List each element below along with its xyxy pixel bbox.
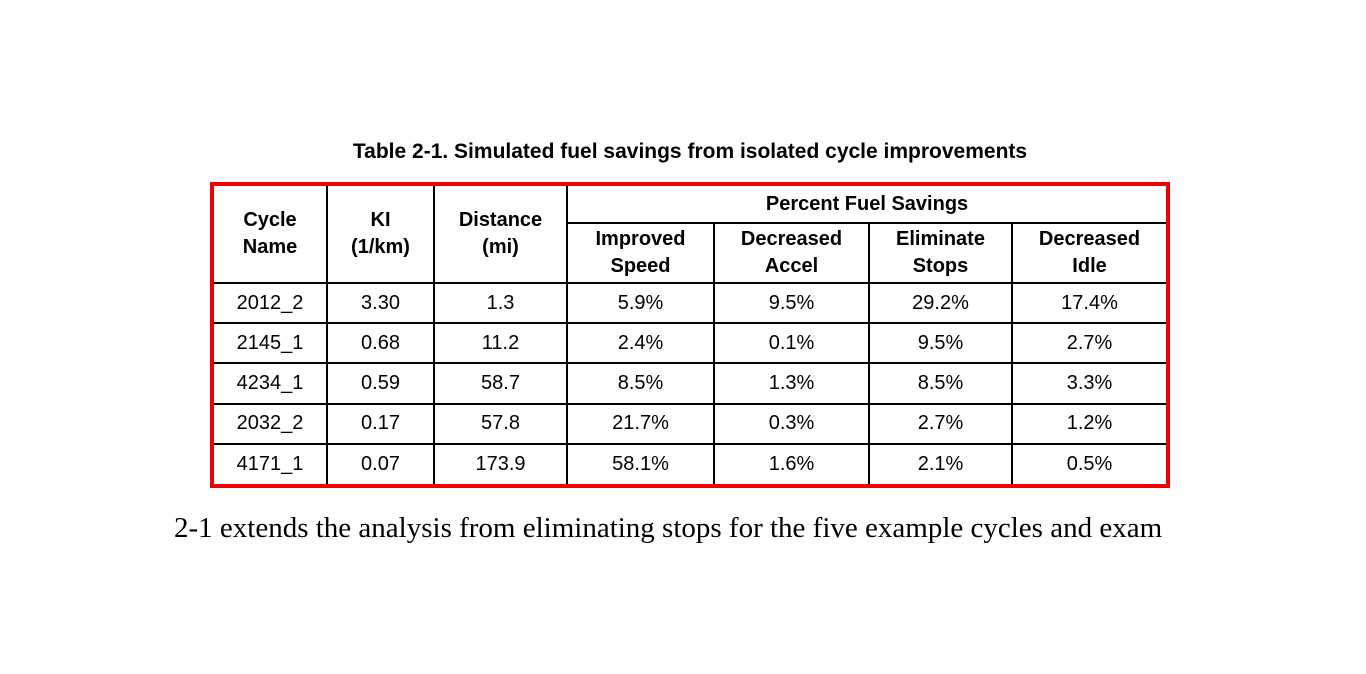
cell-ki: 3.30	[326, 281, 435, 325]
col-header-line: Speed	[610, 255, 671, 277]
cell-improved-speed: 5.9%	[566, 281, 715, 325]
col-header-line: Distance	[458, 209, 543, 231]
cell-decreased-accel: 1.3%	[713, 362, 870, 405]
col-header-line: (mi)	[482, 236, 519, 258]
col-header-line: Stops	[912, 255, 969, 277]
col-header-line: Accel	[764, 255, 819, 277]
cell-improved-speed: 8.5%	[566, 362, 715, 405]
cell-distance: 1.3	[433, 281, 568, 325]
cell-improved-speed: 58.1%	[566, 442, 715, 484]
cell-ki: 0.68	[326, 322, 435, 365]
cell-eliminate-stops: 8.5%	[868, 362, 1013, 405]
cell-ki: 0.17	[326, 402, 435, 445]
col-header-line: Eliminate	[896, 228, 985, 250]
cell-decreased-idle: 17.4%	[1010, 281, 1167, 325]
cell-eliminate-stops: 9.5%	[868, 322, 1013, 365]
table-row: 2032_2 0.17 57.8 21.7% 0.3% 2.7% 1.2%	[214, 402, 1167, 445]
cell-eliminate-stops: 2.1%	[868, 442, 1013, 484]
cell-cycle-name: 2012_2	[214, 281, 328, 325]
table-row: 4171_1 0.07 173.9 58.1% 1.6% 2.1% 0.5%	[214, 442, 1167, 484]
cell-decreased-accel: 9.5%	[713, 281, 870, 325]
col-header-cycle-name: Cycle Name	[214, 186, 328, 284]
col-header-line: (1/km)	[351, 236, 410, 258]
sub-header-row: Improved Speed Decreased Accel Eliminate…	[214, 222, 1167, 284]
cell-eliminate-stops: 29.2%	[868, 281, 1013, 325]
cell-cycle-name: 4171_1	[214, 442, 328, 484]
col-header-decreased-accel: Decreased Accel	[713, 222, 870, 284]
cell-decreased-idle: 1.2%	[1010, 402, 1167, 445]
table-body: 2012_2 3.30 1.3 5.9% 9.5% 29.2% 17.4% 21…	[214, 281, 1167, 484]
col-header-distance: Distance (mi)	[433, 186, 568, 284]
cell-decreased-idle: 0.5%	[1010, 442, 1167, 484]
col-header-ki: KI (1/km)	[326, 186, 435, 284]
fuel-savings-table: Cycle Name KI (1/km) Distance (mi) Perce…	[214, 186, 1167, 484]
group-header-percent-fuel-savings: Percent Fuel Savings	[565, 186, 1167, 224]
fuel-savings-table-frame: Cycle Name KI (1/km) Distance (mi) Perce…	[210, 182, 1170, 488]
body-paragraph: 2-1 extends the analysis from eliminatin…	[174, 512, 1163, 544]
cell-distance: 11.2	[433, 322, 568, 365]
col-header-line: Name	[242, 236, 298, 258]
cell-distance: 173.9	[433, 442, 568, 484]
cell-decreased-accel: 0.1%	[713, 322, 870, 365]
cell-distance: 57.8	[433, 402, 568, 445]
cell-decreased-accel: 1.6%	[713, 442, 870, 484]
cell-improved-speed: 2.4%	[566, 322, 715, 365]
col-header-decreased-idle: Decreased Idle	[1010, 222, 1167, 284]
table-title: Table 2-1. Simulated fuel savings from i…	[352, 140, 1028, 163]
cell-ki: 0.07	[326, 442, 435, 484]
cell-ki: 0.59	[326, 362, 435, 405]
table-row: 2145_1 0.68 11.2 2.4% 0.1% 9.5% 2.7%	[214, 322, 1167, 365]
col-header-improved-speed: Improved Speed	[566, 222, 715, 284]
col-header-eliminate-stops: Eliminate Stops	[868, 222, 1013, 284]
table-header: Cycle Name KI (1/km) Distance (mi) Perce…	[214, 186, 1167, 284]
table-row: 2012_2 3.30 1.3 5.9% 9.5% 29.2% 17.4%	[214, 281, 1167, 325]
cell-decreased-idle: 3.3%	[1010, 362, 1167, 405]
cell-improved-speed: 21.7%	[566, 402, 715, 445]
col-header-line: Idle	[1072, 255, 1107, 277]
cell-cycle-name: 2145_1	[214, 322, 328, 365]
col-header-line: Improved	[595, 228, 686, 250]
col-header-line: Decreased	[740, 228, 843, 250]
group-header-row: Cycle Name KI (1/km) Distance (mi) Perce…	[214, 186, 1167, 284]
cell-cycle-name: 4234_1	[214, 362, 328, 405]
cell-decreased-idle: 2.7%	[1010, 322, 1167, 365]
cell-cycle-name: 2032_2	[214, 402, 328, 445]
cell-eliminate-stops: 2.7%	[868, 402, 1013, 445]
table-row: 4234_1 0.59 58.7 8.5% 1.3% 8.5% 3.3%	[214, 362, 1167, 405]
cell-distance: 58.7	[433, 362, 568, 405]
col-header-line: Cycle	[243, 209, 297, 231]
cell-decreased-accel: 0.3%	[713, 402, 870, 445]
col-header-line: KI	[370, 209, 391, 231]
col-header-line: Decreased	[1038, 228, 1141, 250]
